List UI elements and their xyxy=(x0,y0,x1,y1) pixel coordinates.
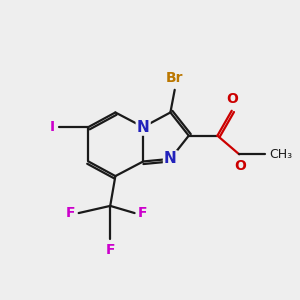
Text: N: N xyxy=(164,152,177,166)
Text: F: F xyxy=(138,206,148,220)
Text: F: F xyxy=(66,206,75,220)
Text: Br: Br xyxy=(166,71,184,85)
Text: F: F xyxy=(106,243,115,257)
Text: N: N xyxy=(137,120,150,135)
Text: I: I xyxy=(50,120,55,134)
Text: O: O xyxy=(226,92,238,106)
Text: O: O xyxy=(235,160,247,173)
Text: CH₃: CH₃ xyxy=(269,148,292,161)
